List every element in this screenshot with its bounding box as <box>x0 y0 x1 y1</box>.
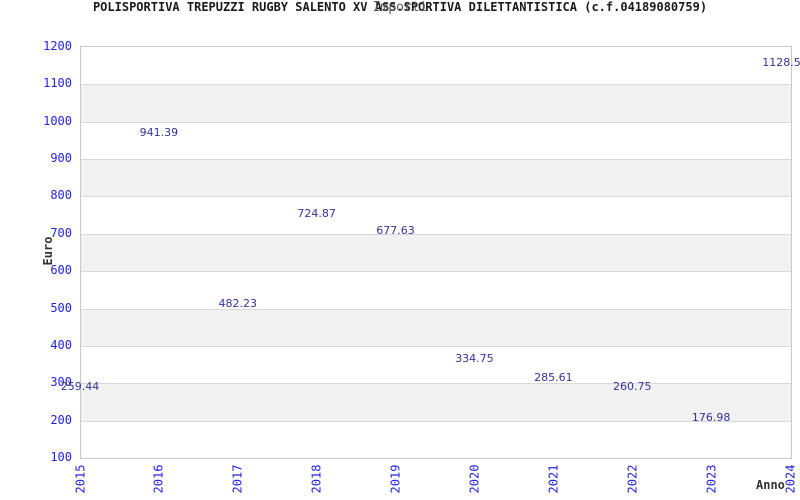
y-tick-label: 1100 <box>43 76 72 91</box>
x-axis-title: Anno <box>756 478 785 492</box>
y-tick-label: 500 <box>50 300 72 315</box>
plot-band <box>81 196 791 234</box>
plot-band <box>81 47 791 85</box>
point-value-label: 260.75 <box>612 379 652 393</box>
y-tick-label: 400 <box>50 337 72 352</box>
point-value-label: 259.44 <box>60 380 100 394</box>
plot-band <box>81 84 791 122</box>
y-tick-label: 900 <box>50 151 72 166</box>
plot-band <box>81 308 791 346</box>
plot-band <box>81 383 791 421</box>
plot-band <box>81 345 791 384</box>
x-tick-label: 2017 <box>231 462 245 496</box>
point-value-label: 1128.5 <box>762 55 800 69</box>
x-tick-label: 2018 <box>310 462 324 496</box>
y-tick-label: 600 <box>50 263 72 278</box>
x-tick-text: 2016 <box>151 464 166 494</box>
point-value-label: 482.23 <box>218 297 258 311</box>
gridline <box>81 159 791 161</box>
x-tick-text: 2015 <box>73 464 87 494</box>
gridline <box>81 196 791 198</box>
point-value-label: 724.87 <box>297 206 336 220</box>
plot-band <box>81 233 791 272</box>
x-tick-label: 2024 <box>783 462 797 496</box>
x-tick-text: 2023 <box>704 464 719 494</box>
x-tick-label: 2023 <box>704 462 718 496</box>
x-tick-label: 2019 <box>389 462 403 496</box>
plot-band <box>81 121 791 160</box>
plot-band <box>81 159 791 197</box>
point-value-label: 176.98 <box>691 411 731 425</box>
chart-title: POLISPORTIVA TREPUZZI RUGBY SALENTO XV A… <box>92 0 708 14</box>
x-tick-text: 2018 <box>309 464 324 494</box>
x-tick-text: 2022 <box>625 464 640 494</box>
y-tick-label: 800 <box>50 188 72 203</box>
plot-band <box>81 420 791 458</box>
x-tick-label: 2016 <box>152 462 166 496</box>
gridline <box>81 420 791 422</box>
y-tick-label: 700 <box>50 225 72 240</box>
x-tick-text: 2019 <box>388 464 403 494</box>
point-value-label: 941.39 <box>139 125 179 139</box>
x-tick-label: 2015 <box>73 462 87 496</box>
y-tick-label: 200 <box>50 412 72 427</box>
x-tick-text: 2020 <box>467 464 482 494</box>
y-tick-label: 1200 <box>43 39 72 53</box>
x-tick-label: 2022 <box>625 462 639 496</box>
y-tick-label: 100 <box>50 450 72 464</box>
chart-subtitle: Importi <box>372 0 428 15</box>
x-tick-text: 2021 <box>546 464 561 494</box>
y-axis-title: Euro <box>41 236 55 266</box>
point-value-label: 334.75 <box>455 352 494 366</box>
gridline <box>81 84 791 86</box>
x-tick-label: 2020 <box>467 462 481 496</box>
x-tick-text: 2017 <box>230 464 245 494</box>
point-value-label: 285.61 <box>534 370 573 384</box>
gridline <box>81 121 791 123</box>
y-tick-label: 300 <box>50 375 72 390</box>
x-tick-label: 2021 <box>546 462 560 496</box>
gridline <box>81 345 791 347</box>
gridline <box>81 271 791 273</box>
plot-area <box>80 46 792 459</box>
gridline <box>81 233 791 235</box>
y-tick-label: 1000 <box>43 113 72 128</box>
x-tick-text: 2024 <box>783 464 797 494</box>
plot-band <box>81 271 791 309</box>
gridline <box>81 308 791 310</box>
gridline <box>81 383 791 385</box>
point-value-label: 677.63 <box>376 224 415 238</box>
